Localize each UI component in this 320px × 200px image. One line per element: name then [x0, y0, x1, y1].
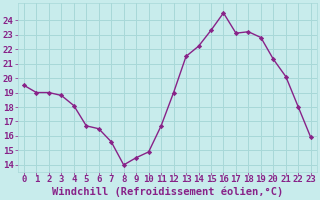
X-axis label: Windchill (Refroidissement éolien,°C): Windchill (Refroidissement éolien,°C): [52, 187, 283, 197]
